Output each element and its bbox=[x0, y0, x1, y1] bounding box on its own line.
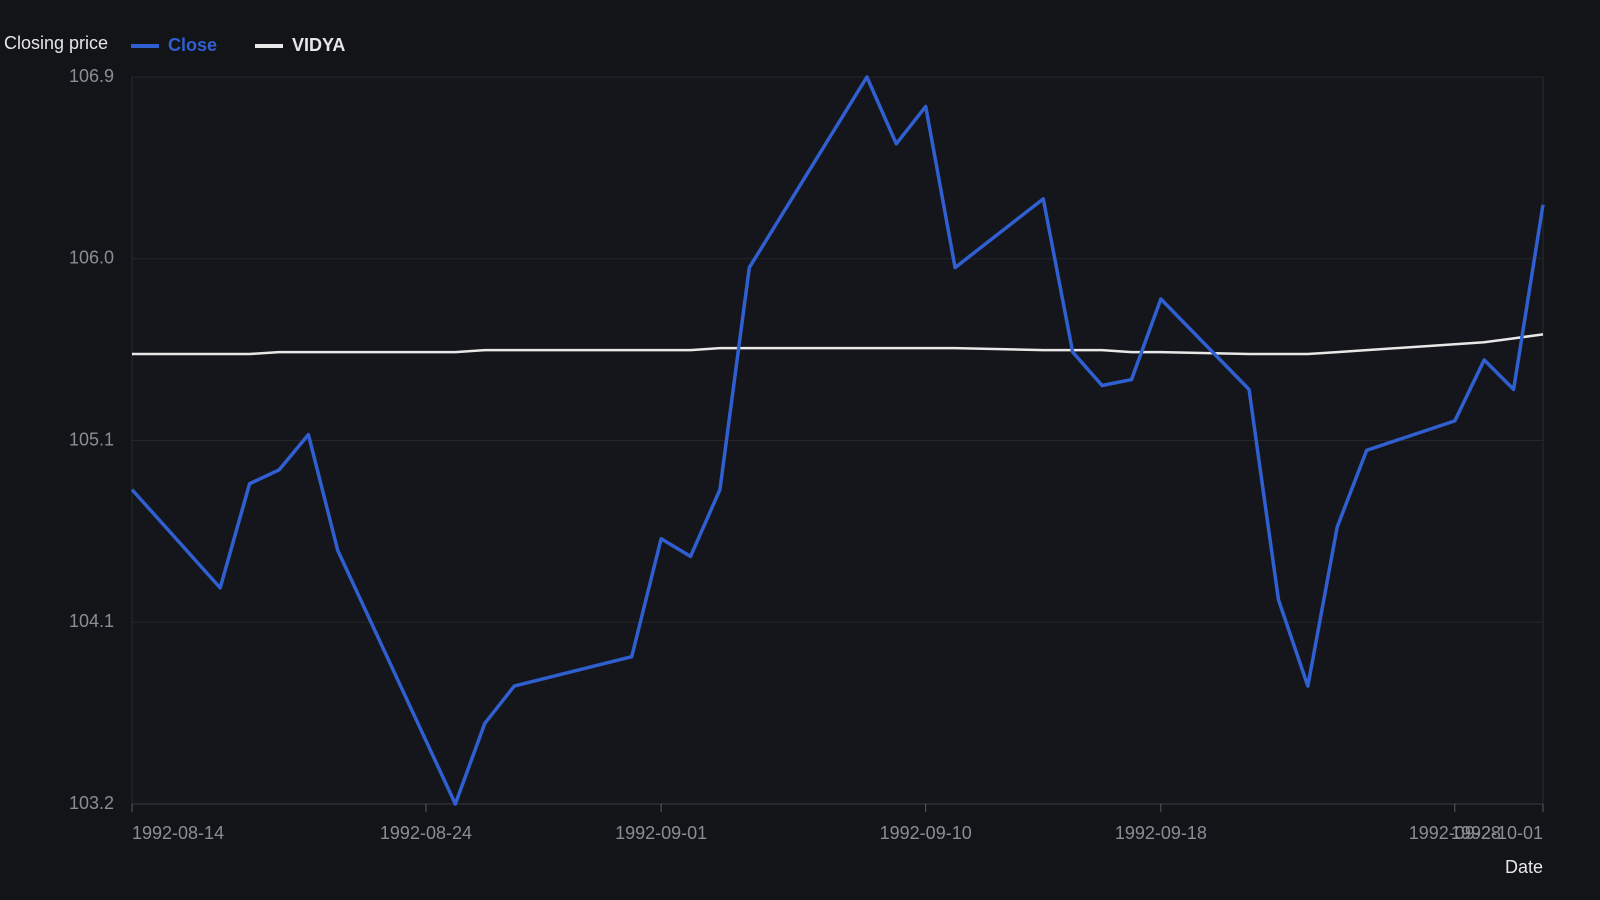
y-tick-label: 105.1 bbox=[69, 429, 114, 449]
x-tick-label: 1992-09-01 bbox=[615, 823, 707, 843]
y-tick-label: 103.2 bbox=[69, 793, 114, 813]
y-tick-label: 106.9 bbox=[69, 66, 114, 86]
x-axis-title: Date bbox=[1505, 857, 1543, 877]
y-tick-label: 106.0 bbox=[69, 248, 114, 268]
x-tick-label: 1992-10-01 bbox=[1451, 823, 1543, 843]
x-tick-label: 1992-09-18 bbox=[1115, 823, 1207, 843]
x-tick-label: 1992-08-14 bbox=[132, 823, 224, 843]
legend-title: Closing price bbox=[4, 33, 108, 53]
series-line bbox=[130, 75, 1545, 806]
x-tick-label: 1992-09-28 bbox=[1409, 823, 1501, 843]
legend-label: VIDYA bbox=[292, 35, 345, 55]
y-tick-label: 104.1 bbox=[69, 611, 114, 631]
legend-label: Close bbox=[168, 35, 217, 55]
x-tick-label: 1992-09-10 bbox=[880, 823, 972, 843]
series-line bbox=[132, 333, 1544, 356]
x-tick-label: 1992-08-24 bbox=[380, 823, 472, 843]
